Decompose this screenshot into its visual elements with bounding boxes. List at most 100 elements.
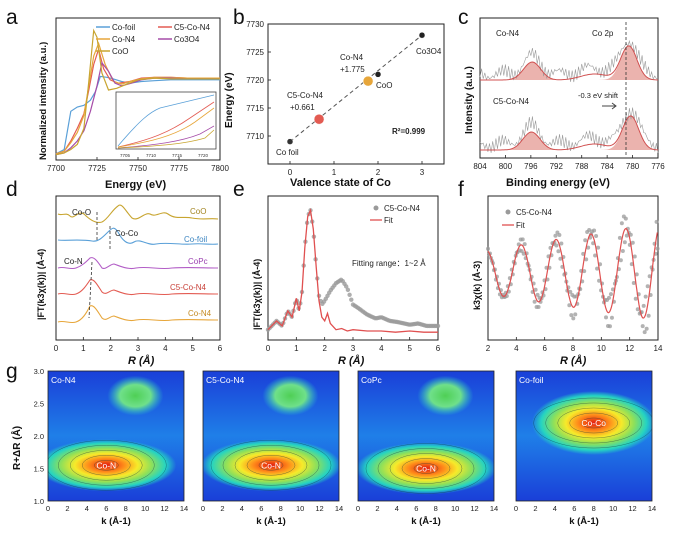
wt-map-secondary-2 xyxy=(417,375,474,416)
panel-e-annotation: Fitting range：1~2 Å xyxy=(352,259,426,268)
wt-map-frame-3 xyxy=(515,370,653,502)
panel-c-envelope-1 xyxy=(480,115,659,151)
panel-a-xtick-label-2: 7750 xyxy=(129,164,147,173)
wt-map-xtick-0-1: 2 xyxy=(65,504,69,513)
panel-c: Co-N4 Co 2p C5-Co-N4 -0.3 eV shift 804 80… xyxy=(464,17,665,189)
panel-f-exp-point xyxy=(556,249,561,254)
wt-map-contour-3-1 xyxy=(581,417,606,429)
panel-d-xtick-label-1: 1 xyxy=(81,344,86,353)
wt-map-contour-0-5 xyxy=(48,440,167,491)
wt-map-content-3 xyxy=(516,371,652,501)
panel-e-ylabel: |FT(k3χ(k))| (Å-4) xyxy=(252,259,262,330)
wt-map-xtick-2-1: 2 xyxy=(375,504,379,513)
wt-map-xtick-0-0: 0 xyxy=(46,504,50,513)
panel-e-xticks: 0 1 2 3 4 5 6 xyxy=(266,337,441,353)
wt-map-contour-0-1 xyxy=(94,460,119,471)
panel-e-xtick-label-0: 0 xyxy=(266,344,271,353)
panel-b: 0 1 2 3 7710 7715 7720 7725 7730 Co-N4 +1.775 C5… xyxy=(224,20,445,189)
panel-b-fit-line xyxy=(289,34,423,142)
panel-f-exp-point xyxy=(567,303,572,308)
panel-a-xtick-label-3: 7775 xyxy=(170,164,188,173)
panel-b-frame xyxy=(267,23,445,165)
wt-map-title-0: Co-N4 xyxy=(51,375,76,385)
legend-label-c5: C5-Co-N4 xyxy=(174,23,211,32)
panel-e-frame xyxy=(267,195,439,341)
panel-e-plot xyxy=(265,207,441,333)
panel-f-exp-point xyxy=(609,315,614,320)
panel-letter-e: e xyxy=(233,178,245,201)
panel-a-xticks: 7700 7725 7750 7775 7800 xyxy=(47,157,229,173)
wt-map-contour-3-2 xyxy=(569,412,618,434)
wt-map-xtick-2-7: 14 xyxy=(490,504,498,513)
panel-b-xtick-label-0: 0 xyxy=(288,168,293,177)
panel-c-xtick-label-1: 800 xyxy=(499,162,513,171)
inset-tick-2: 7715 xyxy=(172,153,183,158)
wt-map-xtick-1-2: 4 xyxy=(240,504,244,513)
wt-map-xlabel-3: k (Å-1) xyxy=(569,516,599,527)
panel-b-ticks: 0 1 2 3 7710 7715 7720 7725 7730 xyxy=(246,20,425,177)
panel-d-curve-copc xyxy=(57,257,219,270)
wt-map-xtick-1-5: 10 xyxy=(296,504,304,513)
panel-f-exp-point xyxy=(583,238,588,243)
wt-map-contour-3-3 xyxy=(557,407,630,439)
panel-d-label-cofoil: Co-foil xyxy=(184,235,207,244)
wt-map-xtick-1-6: 12 xyxy=(315,504,323,513)
panel-f-exp-point xyxy=(643,294,648,299)
panel-b-point-1 xyxy=(313,113,325,125)
wt-map-xtick-1-4: 8 xyxy=(279,504,283,513)
wt-map-xtick-2-0: 0 xyxy=(356,504,360,513)
panel-letter-d: d xyxy=(6,178,18,201)
panel-d-label-coo: CoO xyxy=(190,207,206,216)
panel-f-exp-point xyxy=(628,232,633,237)
panel-f-fit-line xyxy=(487,227,658,319)
wt-map-1: C5-Co-N4 Co-N 0 2 4 6 8 10 12 14 k (Å-1) xyxy=(201,370,343,527)
inset-tick-0: 7705 xyxy=(120,153,131,158)
wt-map-xtick-2-2: 4 xyxy=(395,504,399,513)
panel-f-exp-point xyxy=(596,245,601,250)
panel-c-xtick-label-3: 792 xyxy=(550,162,564,171)
panel-letter-g: g xyxy=(6,360,18,383)
panel-f-exp-point xyxy=(569,313,574,318)
panel-f-exp-point xyxy=(533,287,538,292)
wt-map-ytick-1: 1.5 xyxy=(34,465,44,474)
panel-b-ytick-label-2: 7720 xyxy=(246,76,264,85)
panel-b-xtick-label-3: 3 xyxy=(420,168,425,177)
panel-f-exp-point xyxy=(592,228,597,233)
panel-d-xtick-label-5: 5 xyxy=(190,344,195,353)
panel-a-line-4 xyxy=(55,28,220,156)
panel-c-raw-0 xyxy=(479,39,659,83)
panel-d-xtick-label-6: 6 xyxy=(218,344,223,353)
panel-f-exp-point xyxy=(647,274,652,279)
panel-d-annot-coco: Co-Co xyxy=(115,229,139,238)
wt-map-frame-1 xyxy=(202,370,340,502)
panel-f-xtick-label-5: 12 xyxy=(625,344,634,353)
panel-f-exp-point xyxy=(654,219,659,224)
panel-b-point-4 xyxy=(418,31,426,39)
panel-f-xtick-label-0: 2 xyxy=(486,344,491,353)
panel-f-exp-point xyxy=(619,221,624,226)
wt-map-xtick-3-6: 12 xyxy=(628,504,636,513)
wt-map-xtick-3-7: 14 xyxy=(648,504,656,513)
panel-b-point-value-c5: +0.661 xyxy=(290,103,315,112)
inset-curve-cofoil xyxy=(117,94,215,147)
panel-b-point-label-c5: C5-Co-N4 xyxy=(287,91,324,100)
panel-f-exp-point xyxy=(641,303,646,308)
legend-label-con4: Co-N4 xyxy=(112,35,136,44)
panel-e-legend-swatch-exp xyxy=(373,205,379,211)
panel-f-plot xyxy=(486,214,660,335)
wt-map-contour-1-4 xyxy=(222,445,320,486)
panel-e-xtick-label-1: 1 xyxy=(294,344,299,353)
legend-label-coo: CoO xyxy=(112,47,128,56)
panel-d-curve-coo xyxy=(57,204,219,224)
panel-f-legend-swatch-exp xyxy=(505,209,511,215)
panel-d-ylabel: |FT(k3χ(k))| (Å-4) xyxy=(36,249,46,320)
wt-map-contour-2-2 xyxy=(401,458,451,479)
wt-map-title-1: C5-Co-N4 xyxy=(206,375,245,385)
panel-a-ylabel: Normalized intensity (a.u.) xyxy=(38,42,49,160)
panel-f-exp-point xyxy=(629,262,634,267)
panel-e-xtick-label-4: 4 xyxy=(379,344,384,353)
panel-d: Co-O Co-Co Co-N CoO Co-foil CoPc C5-Co-N… xyxy=(36,195,223,367)
wt-map-0: Co-N4 Co-N 0 2 4 6 8 10 12 14 k (Å-1) 1.0 1.5 2.0 2.5 3… xyxy=(34,367,189,527)
